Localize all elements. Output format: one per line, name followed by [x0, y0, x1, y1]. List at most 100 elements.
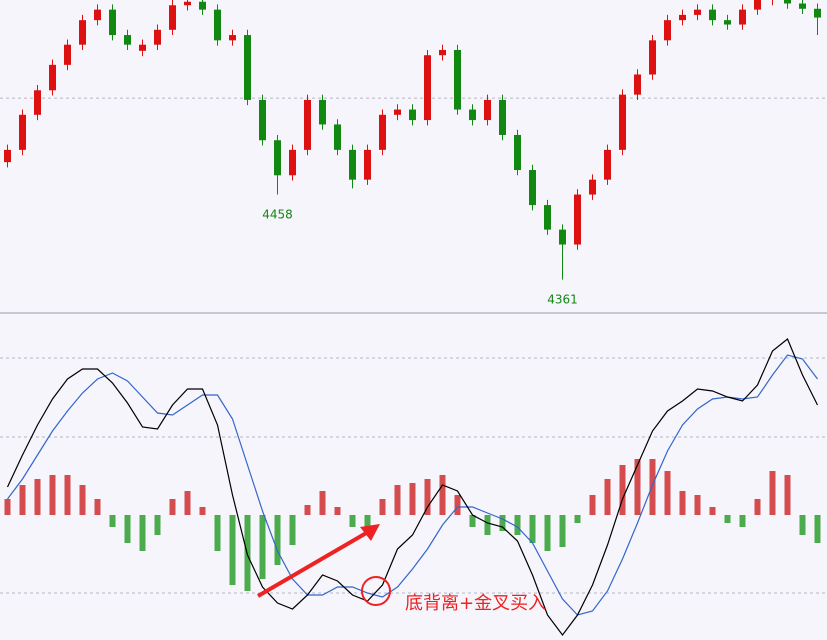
candle-body — [724, 20, 731, 25]
macd-bar — [334, 507, 341, 515]
candle-body — [424, 55, 431, 121]
macd-bar — [769, 471, 776, 515]
candle-body — [784, 0, 791, 4]
macd-bar — [139, 515, 146, 551]
macd-bar — [274, 515, 281, 565]
macd-bar — [634, 459, 641, 515]
candle-body — [799, 3, 806, 9]
candle-body — [199, 1, 206, 10]
macd-bar — [409, 483, 416, 515]
arrow-head — [360, 524, 380, 541]
candle-body — [679, 14, 686, 21]
candle-body — [184, 1, 191, 6]
macd-bar — [529, 515, 536, 543]
macd-bar — [154, 515, 161, 535]
candle-body — [559, 229, 566, 245]
macd-bar — [754, 499, 761, 515]
macd-bar — [484, 515, 491, 535]
macd-bar — [79, 485, 86, 515]
candle-body — [169, 5, 176, 30]
macd-bar — [604, 479, 611, 515]
candle-body — [139, 44, 146, 51]
macd-bar — [19, 485, 26, 515]
macd-bar — [94, 499, 101, 515]
candle-body — [364, 149, 371, 180]
macd-bar — [439, 475, 446, 515]
low-label: 4361 — [547, 293, 578, 307]
highlight-circle — [361, 576, 391, 606]
macd-bar — [574, 515, 581, 523]
macd-bar — [214, 515, 221, 551]
macd-bar — [379, 499, 386, 515]
macd-bar — [814, 515, 821, 543]
macd-bar — [304, 505, 311, 515]
candle-body — [319, 99, 326, 125]
candle-body — [19, 114, 26, 150]
candle-body — [649, 40, 656, 75]
candle-body — [379, 114, 386, 150]
candle-body — [394, 109, 401, 115]
macd-bar — [694, 495, 701, 515]
candle-body — [604, 149, 611, 180]
candle-body — [34, 90, 41, 115]
macd-bar — [514, 515, 521, 535]
macd-bar — [199, 507, 206, 515]
annotation-group: 底背离+金叉买入 — [256, 524, 546, 614]
macd-bar — [319, 491, 326, 515]
macd-bar — [724, 515, 731, 523]
macd-bar — [394, 485, 401, 515]
candle-body — [709, 9, 716, 21]
macd-bar — [649, 459, 656, 515]
candle-body — [4, 149, 11, 163]
macd-bar — [124, 515, 131, 543]
macd-bar — [544, 515, 551, 551]
macd-bar — [364, 515, 371, 531]
dif-line — [6, 338, 819, 636]
macd-bar — [349, 515, 356, 527]
candle-body — [109, 9, 116, 36]
candle-body — [214, 9, 221, 41]
candle-body — [544, 205, 551, 230]
macd-bar — [424, 479, 431, 515]
candle-body — [634, 74, 641, 95]
candle-body — [49, 64, 56, 91]
arrow-shaft — [256, 530, 370, 598]
macd-bar — [499, 515, 506, 531]
candle-body — [589, 179, 596, 195]
macd-bar — [259, 515, 266, 579]
macd-bar — [229, 515, 236, 585]
macd-bar — [739, 515, 746, 527]
candle-body — [274, 140, 281, 176]
macd-bar — [469, 515, 476, 527]
macd-bar — [559, 515, 566, 547]
candle-body — [439, 49, 446, 56]
macd-bar — [49, 475, 56, 515]
candle-body — [814, 8, 821, 18]
candle-body — [64, 44, 71, 65]
macd-bar — [184, 491, 191, 515]
macd-bar — [169, 499, 176, 515]
candle-body — [469, 109, 476, 121]
candle-body — [79, 20, 86, 45]
candle-body — [484, 99, 491, 121]
macd-bar — [784, 475, 791, 515]
candle-body — [259, 99, 266, 141]
candle-body — [409, 109, 416, 121]
candle-body — [154, 29, 161, 45]
candle-body — [529, 170, 536, 206]
candle-body — [349, 149, 356, 180]
macd-bar — [619, 465, 626, 515]
candle-body — [499, 99, 506, 135]
candle-body — [304, 99, 311, 150]
macd-bar — [679, 491, 686, 515]
candle-body — [124, 35, 131, 45]
dea-line — [7, 354, 818, 616]
candle-body — [754, 0, 761, 10]
candle-body — [739, 9, 746, 25]
candle-body — [619, 94, 626, 150]
macd-bar — [64, 475, 71, 515]
macd-bar — [4, 499, 11, 515]
candle-body — [664, 20, 671, 41]
macd-bar — [109, 515, 116, 527]
macd-bar — [664, 471, 671, 515]
